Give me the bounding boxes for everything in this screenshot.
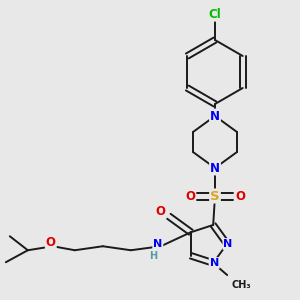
Text: N: N	[210, 110, 220, 122]
Text: O: O	[185, 190, 195, 202]
Text: O: O	[235, 190, 245, 202]
Text: N: N	[210, 258, 219, 268]
Text: N: N	[153, 239, 162, 249]
Text: S: S	[210, 190, 220, 202]
Text: Cl: Cl	[208, 8, 221, 20]
Text: CH₃: CH₃	[231, 280, 251, 290]
Text: O: O	[156, 205, 166, 218]
Text: N: N	[224, 239, 232, 249]
Text: H: H	[149, 251, 157, 261]
Text: N: N	[210, 161, 220, 175]
Text: O: O	[46, 236, 56, 249]
